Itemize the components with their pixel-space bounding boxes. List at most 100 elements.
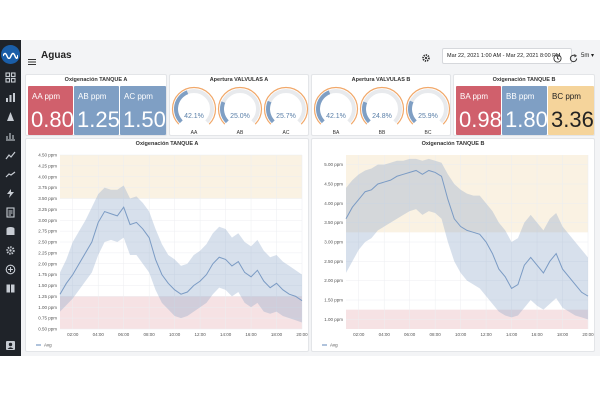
y-tick-label: 3.50 ppm bbox=[324, 220, 343, 225]
plus-circle-icon[interactable] bbox=[5, 264, 16, 275]
y-tick-label: 2.50 ppm bbox=[38, 240, 57, 245]
y-tick-label: 3.25 ppm bbox=[38, 207, 57, 212]
gear-icon[interactable] bbox=[5, 245, 16, 256]
x-tick-label: 02:00 bbox=[353, 332, 365, 337]
threshold-band bbox=[60, 296, 302, 329]
series-range-band bbox=[60, 185, 302, 323]
bar-trend-icon[interactable] bbox=[5, 130, 16, 141]
y-tick-label: 5.00 ppm bbox=[324, 162, 343, 167]
y-tick-label: 3.00 ppm bbox=[324, 240, 343, 245]
gauge-row-b: 42.1% BA 24.8% BB 25.9% BC bbox=[313, 86, 451, 136]
y-tick-label: 1.25 ppm bbox=[38, 294, 57, 299]
x-tick-label: 20:00 bbox=[296, 332, 308, 337]
time-range-picker[interactable]: Mar 22, 2021 1:00 AM - Mar 22, 2021 8:00… bbox=[442, 48, 572, 64]
stat-value: 0.98 bbox=[459, 107, 502, 132]
y-tick-label: 2.00 ppm bbox=[324, 278, 343, 283]
y-tick-label: 0.50 ppm bbox=[38, 327, 57, 332]
x-tick-label: 04:00 bbox=[93, 332, 105, 337]
legend-label[interactable]: Avg bbox=[330, 343, 338, 348]
refresh-interval-dropdown[interactable]: 5m ▾ bbox=[581, 53, 595, 59]
x-tick-label: 04:00 bbox=[379, 332, 391, 337]
bar-chart-icon[interactable] bbox=[5, 92, 16, 103]
stat-value: 1.50 bbox=[123, 107, 166, 132]
panel-title: Oxigenación TANQUE A bbox=[64, 77, 128, 83]
stat-value: 1.80 bbox=[505, 107, 548, 132]
gauge-fill bbox=[266, 100, 275, 124]
oxigenacion-tanque-a-stat-panel: Oxigenación TANQUE A AA ppm 0.80 AB ppm … bbox=[25, 74, 167, 136]
gauge-label: BB bbox=[379, 130, 386, 136]
clock-icon[interactable] bbox=[553, 50, 565, 63]
y-tick-label: 4.25 ppm bbox=[38, 163, 57, 168]
panel-title: Oxigenación TANQUE A bbox=[135, 141, 199, 147]
y-tick-label: 3.00 ppm bbox=[38, 218, 57, 223]
gauge-threshold-arc bbox=[359, 86, 405, 125]
x-tick-label: 12:00 bbox=[480, 332, 492, 337]
time-range-text: Mar 22, 2021 1:00 AM - Mar 22, 2021 8:00… bbox=[447, 53, 561, 59]
y-tick-label: 1.75 ppm bbox=[38, 272, 57, 277]
cone-icon[interactable] bbox=[5, 111, 16, 122]
gauge-value: 25.0% bbox=[230, 113, 250, 120]
gauge-label: BA bbox=[333, 130, 340, 136]
panel-title: Apertura VALVULAS B bbox=[351, 77, 411, 83]
grid-icon[interactable] bbox=[5, 72, 16, 83]
user-icon[interactable] bbox=[5, 340, 16, 351]
menu-icon[interactable] bbox=[28, 53, 36, 65]
x-tick-label: 16:00 bbox=[531, 332, 543, 337]
series-avg-line bbox=[345, 169, 589, 297]
y-tick-label: 3.75 ppm bbox=[38, 185, 57, 190]
stat-aa: AA ppm 0.80 bbox=[28, 86, 74, 135]
y-tick-label: 4.50 ppm bbox=[324, 182, 343, 187]
stat-label: BC ppm bbox=[552, 92, 581, 101]
gauge-fill bbox=[220, 101, 229, 124]
gauge-threshold-arc bbox=[263, 86, 309, 125]
stat-label: BA ppm bbox=[460, 92, 489, 101]
document-icon[interactable] bbox=[5, 207, 16, 218]
y-tick-label: 2.75 ppm bbox=[38, 229, 57, 234]
x-tick-label: 08:00 bbox=[144, 332, 156, 337]
y-tick-label: 2.50 ppm bbox=[324, 259, 343, 264]
legend-label[interactable]: Avg bbox=[44, 343, 52, 348]
gauge-threshold-arc bbox=[405, 86, 451, 125]
gauge-value: 25.7% bbox=[276, 113, 296, 120]
refresh-icon[interactable] bbox=[569, 50, 581, 63]
y-tick-label: 2.25 ppm bbox=[38, 250, 57, 255]
series-avg-line bbox=[59, 206, 303, 302]
gauge-value: 25.9% bbox=[418, 113, 438, 120]
database-icon[interactable] bbox=[5, 226, 16, 237]
x-tick-label: 02:00 bbox=[67, 332, 79, 337]
x-tick-label: 18:00 bbox=[271, 332, 283, 337]
gauge-fill bbox=[362, 101, 371, 124]
oxigenacion-tanque-b-graph-panel: Oxigenación TANQUE B 1.00 ppm 1.50 ppm 2.0… bbox=[311, 138, 595, 352]
book-icon[interactable] bbox=[5, 283, 16, 294]
bolt-icon[interactable] bbox=[5, 188, 16, 199]
app-frame: Aguas Mar 22, 2021 1:00 AM - Mar 22, 202… bbox=[0, 40, 600, 356]
gauge-threshold-arc bbox=[171, 86, 217, 125]
page-title: Aguas bbox=[41, 50, 72, 61]
x-tick-label: 20:00 bbox=[582, 332, 594, 337]
wave-logo-icon[interactable] bbox=[1, 45, 20, 64]
gauge-value: 42.1% bbox=[326, 113, 346, 120]
stat-label: BB ppm bbox=[506, 92, 535, 101]
gauge-threshold-arc bbox=[313, 86, 359, 125]
series-range-band bbox=[346, 158, 588, 320]
panel-title: Oxigenación TANQUE B bbox=[421, 141, 485, 147]
stat-label: AA ppm bbox=[32, 92, 61, 101]
y-tick-label: 4.50 ppm bbox=[38, 153, 57, 158]
refresh-interval-text: 5m bbox=[581, 53, 590, 59]
gauge-fill bbox=[174, 90, 189, 124]
gauge-value: 24.8% bbox=[372, 113, 392, 120]
gauge-fill bbox=[408, 100, 417, 124]
stat-ba: BA ppm 0.98 bbox=[456, 86, 502, 135]
panel-title: Oxigenación TANQUE B bbox=[492, 77, 556, 83]
stat-ab: AB ppm 1.25 bbox=[74, 86, 120, 135]
dashboard-settings-gear-icon[interactable] bbox=[421, 50, 433, 62]
stat-bb: BB ppm 1.80 bbox=[502, 86, 548, 135]
line-chart-icon[interactable] bbox=[5, 150, 16, 161]
x-tick-label: 14:00 bbox=[506, 332, 518, 337]
stat-label: AB ppm bbox=[78, 92, 107, 101]
y-tick-label: 1.00 ppm bbox=[324, 317, 343, 322]
trend-icon[interactable] bbox=[5, 169, 16, 180]
x-tick-label: 16:00 bbox=[245, 332, 257, 337]
y-tick-label: 0.75 ppm bbox=[38, 316, 57, 321]
y-tick-label: 4.00 ppm bbox=[324, 201, 343, 206]
